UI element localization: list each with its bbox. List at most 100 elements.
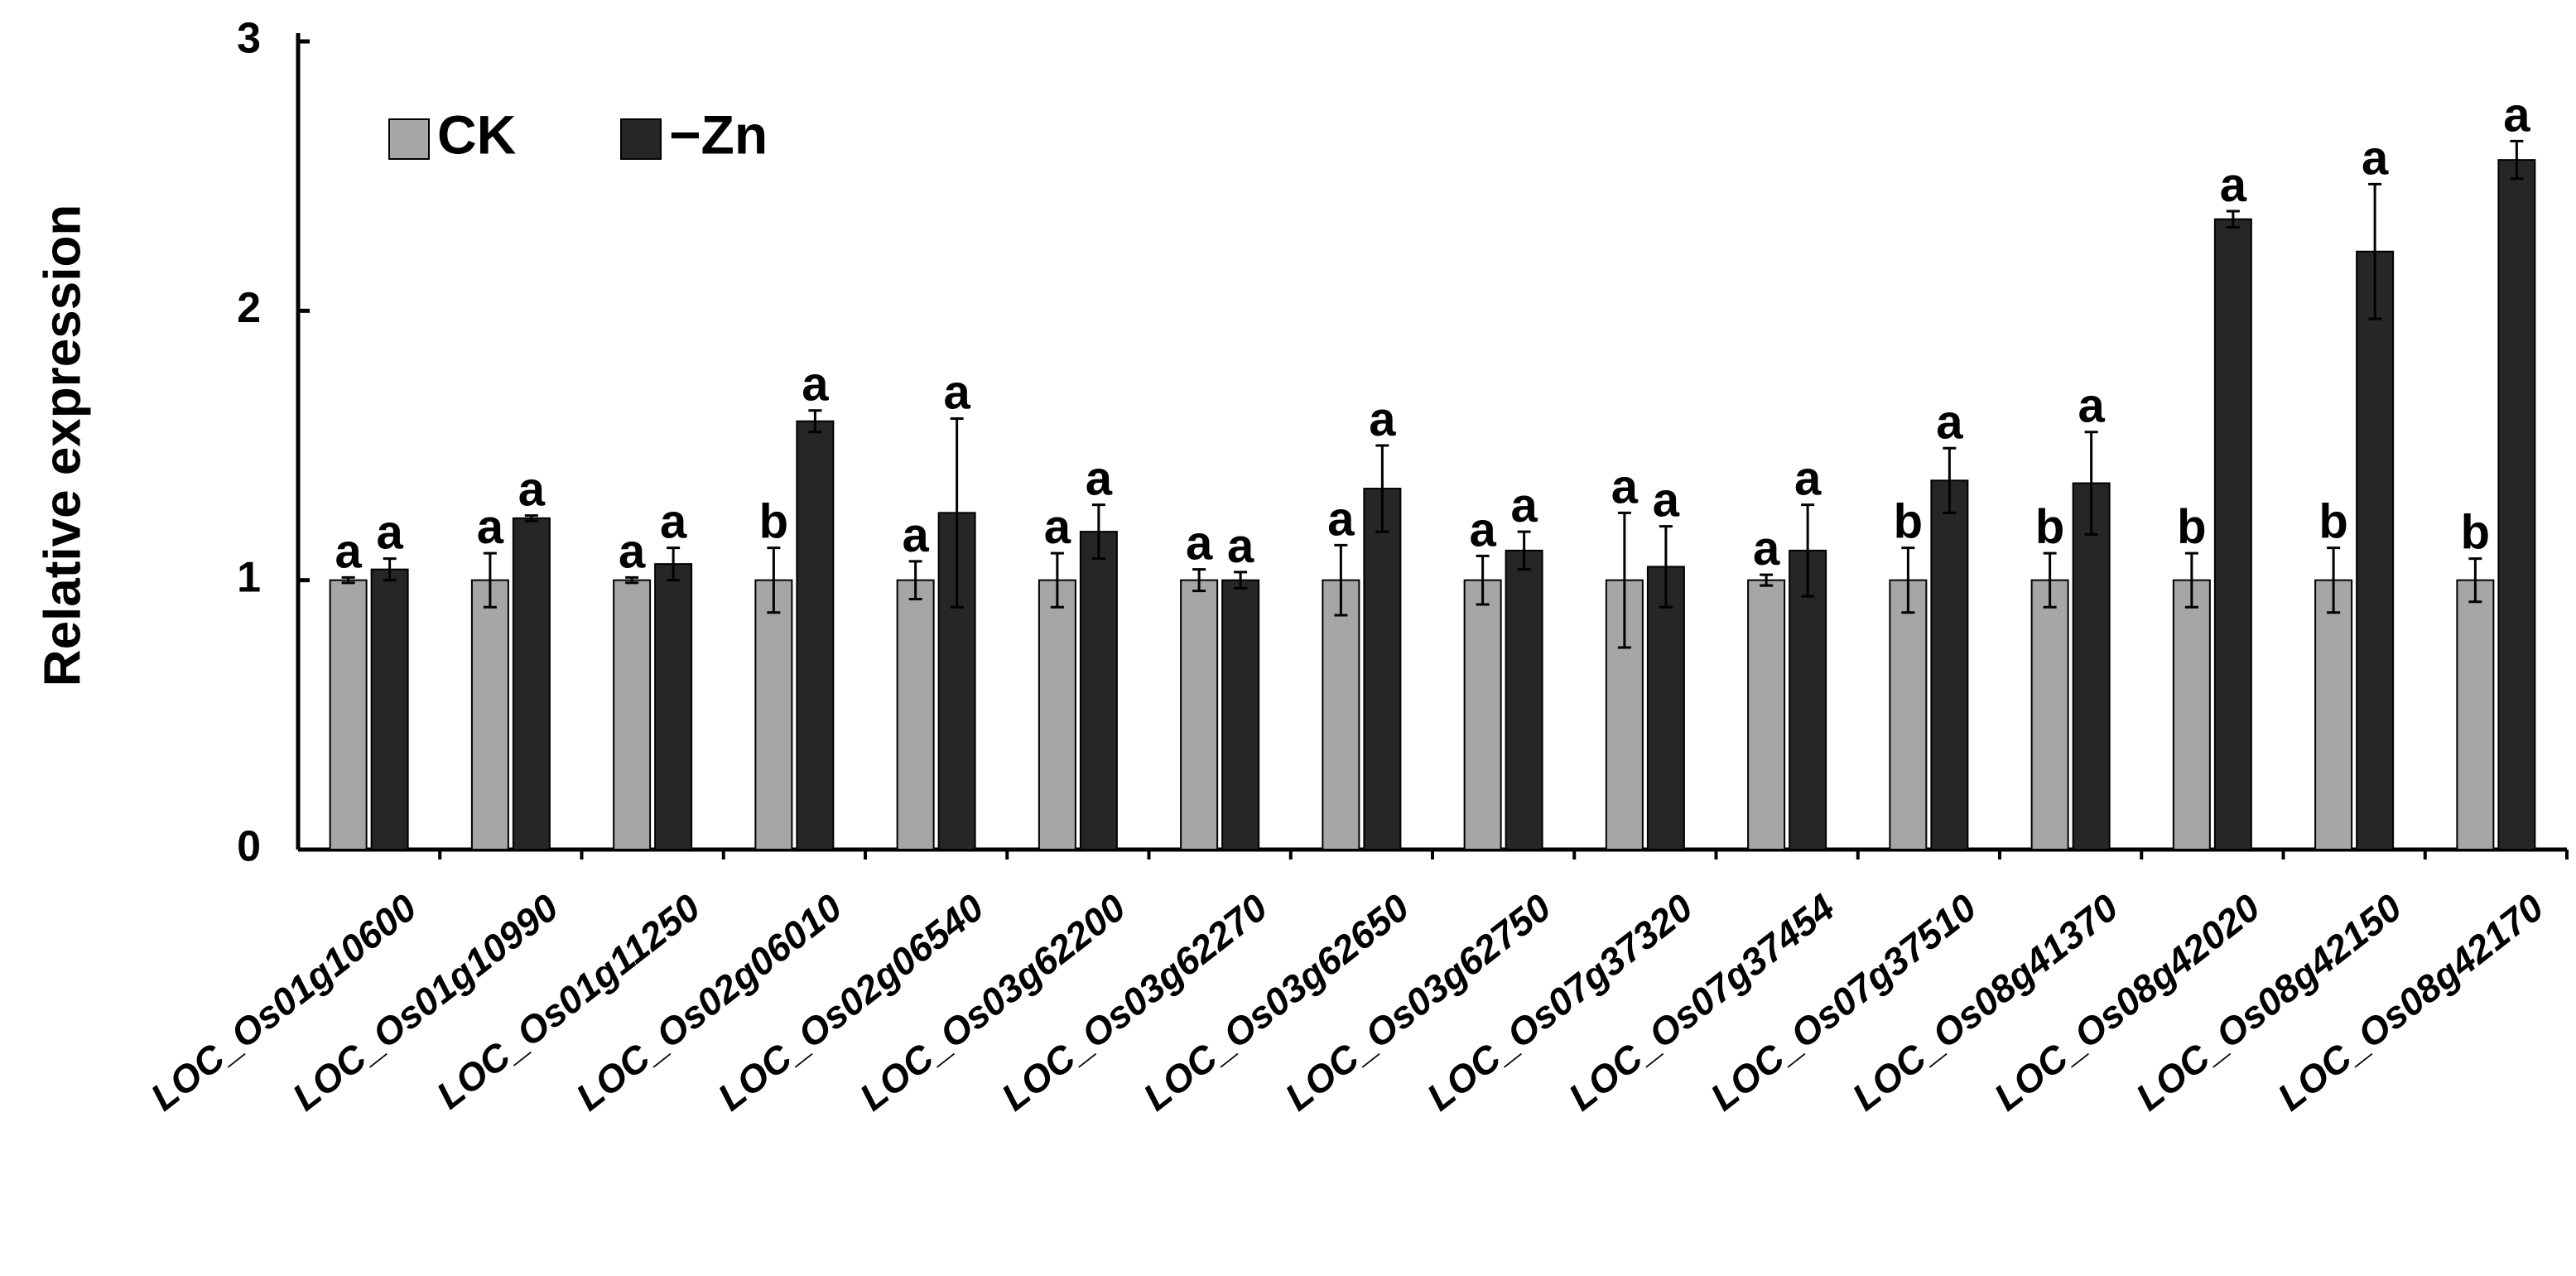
error-bar xyxy=(383,557,397,582)
significance-letter: a xyxy=(1794,452,1822,506)
bar xyxy=(2497,159,2536,850)
legend-swatch xyxy=(620,118,662,160)
error-bar xyxy=(1375,444,1389,533)
significance-letter: a xyxy=(335,524,362,578)
significance-letter: a xyxy=(1369,392,1396,446)
bar xyxy=(2314,579,2353,851)
error-bar xyxy=(1943,446,1957,514)
error-bar xyxy=(1517,530,1531,571)
error-bar xyxy=(1901,547,1915,614)
x-tick-label: LOC_Os03g62200 xyxy=(851,885,1134,1119)
y-tick-label: 3 xyxy=(237,15,261,63)
error-bar xyxy=(2368,182,2382,320)
significance-letter: b xyxy=(2035,500,2064,554)
bar xyxy=(1079,531,1118,851)
error-bar xyxy=(1091,503,1105,561)
x-tick-label: LOC_Os07g37320 xyxy=(1418,885,1701,1119)
y-axis-label: Relative expression xyxy=(34,205,91,686)
error-bar xyxy=(1659,525,1673,609)
significance-letter: a xyxy=(1227,519,1254,573)
significance-letter: a xyxy=(1186,517,1213,571)
bar xyxy=(329,579,368,851)
y-tick-label: 2 xyxy=(237,284,261,332)
error-bar xyxy=(524,514,538,522)
error-bar xyxy=(1334,543,1348,617)
error-bar xyxy=(808,409,822,434)
error-bar xyxy=(1801,503,1815,598)
bar xyxy=(1322,579,1360,851)
bar xyxy=(1221,579,1260,851)
error-bar xyxy=(950,417,964,609)
significance-letter: b xyxy=(2318,495,2347,549)
significance-letter: a xyxy=(2078,379,2105,433)
bar xyxy=(2072,482,2111,851)
significance-letter: a xyxy=(2220,158,2247,212)
error-bar xyxy=(625,575,639,585)
bar xyxy=(796,420,835,851)
significance-letter: a xyxy=(518,463,546,517)
error-bar xyxy=(1234,571,1248,590)
x-tick-label: LOC_Os02g06540 xyxy=(710,885,992,1119)
error-bar xyxy=(2226,209,2240,229)
x-tick-label: LOC_Os01g10990 xyxy=(284,885,566,1119)
significance-letter: a xyxy=(1611,460,1639,513)
error-bar xyxy=(667,547,681,582)
significance-letter: a xyxy=(902,508,929,562)
error-bar xyxy=(2043,551,2057,609)
significance-letter: a xyxy=(1327,492,1355,546)
bar xyxy=(1789,549,1827,850)
x-tick-label: LOC_Os08g42020 xyxy=(1986,885,2268,1119)
error-bar xyxy=(2084,431,2098,536)
error-bar xyxy=(2184,551,2198,609)
bar xyxy=(1505,549,1543,850)
error-bar xyxy=(2468,557,2482,604)
significance-letter: b xyxy=(1894,495,1923,549)
bar xyxy=(613,579,652,851)
y-tick-label: 0 xyxy=(237,823,261,871)
error-bar xyxy=(908,560,922,600)
significance-letter: a xyxy=(1653,474,1680,527)
significance-letter: a xyxy=(1753,522,1780,575)
significance-letter: a xyxy=(1936,395,1963,449)
error-bar xyxy=(1050,551,1064,609)
y-tick-label: 1 xyxy=(237,553,261,601)
legend-swatch xyxy=(388,118,430,160)
bar xyxy=(1180,579,1219,851)
legend-label: −Zn xyxy=(669,104,768,165)
bar xyxy=(470,579,509,851)
significance-letter: a xyxy=(376,506,403,560)
bar xyxy=(2356,250,2395,850)
significance-letter: b xyxy=(759,495,788,549)
significance-letter: a xyxy=(2503,88,2530,142)
significance-letter: a xyxy=(802,358,829,412)
error-bar xyxy=(1192,568,1206,593)
x-tick-label: LOC_Os03g62650 xyxy=(1135,885,1418,1119)
bar xyxy=(2456,579,2495,851)
significance-letter: a xyxy=(1469,503,1496,556)
bar xyxy=(654,563,693,850)
bar xyxy=(512,517,551,851)
bar xyxy=(896,579,935,851)
bar xyxy=(2172,579,2211,851)
significance-letter: b xyxy=(2461,506,2490,560)
x-tick-label: LOC_Os07g37510 xyxy=(1702,885,1985,1119)
bar xyxy=(1363,488,1402,850)
significance-letter: a xyxy=(1086,452,1113,506)
significance-letter: b xyxy=(2177,500,2206,554)
x-tick-label: LOC_Os08g41370 xyxy=(1844,885,2126,1119)
x-tick-label: LOC_Os08g42170 xyxy=(2270,885,2552,1119)
bar xyxy=(754,579,793,851)
bar xyxy=(370,568,409,850)
legend-label: CK xyxy=(437,104,517,165)
x-tick-label: LOC_Os01g11250 xyxy=(428,885,708,1117)
bar xyxy=(2213,218,2252,851)
error-bar xyxy=(2327,547,2341,614)
x-tick-label: LOC_Os07g37454 xyxy=(1561,885,1842,1119)
x-tick-label: LOC_Os03g62270 xyxy=(994,885,1276,1119)
error-bar xyxy=(341,575,355,585)
significance-letter: a xyxy=(943,365,970,419)
error-bar xyxy=(1617,511,1631,649)
significance-letter: a xyxy=(1510,479,1538,532)
significance-letter: a xyxy=(477,500,504,554)
